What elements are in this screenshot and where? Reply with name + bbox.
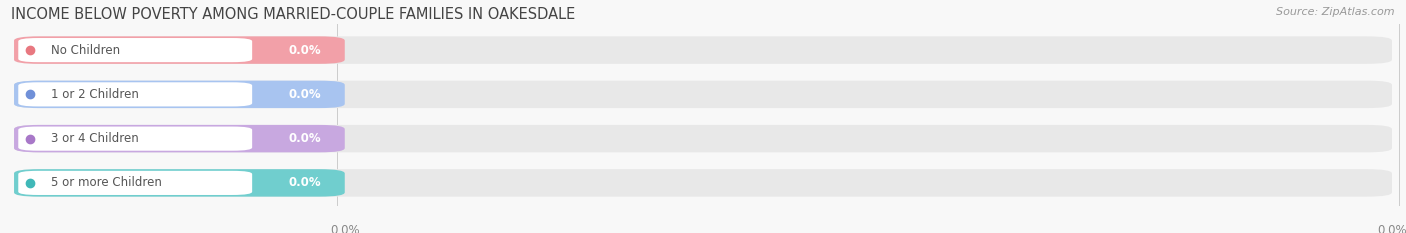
- FancyBboxPatch shape: [14, 169, 344, 197]
- FancyBboxPatch shape: [18, 127, 252, 151]
- Text: 0.0%: 0.0%: [288, 132, 322, 145]
- Text: INCOME BELOW POVERTY AMONG MARRIED-COUPLE FAMILIES IN OAKESDALE: INCOME BELOW POVERTY AMONG MARRIED-COUPL…: [11, 7, 575, 22]
- Text: 0.0%: 0.0%: [288, 88, 322, 101]
- FancyBboxPatch shape: [14, 36, 1392, 64]
- FancyBboxPatch shape: [14, 36, 344, 64]
- Text: 3 or 4 Children: 3 or 4 Children: [51, 132, 138, 145]
- FancyBboxPatch shape: [14, 125, 1392, 152]
- Text: 0.0%: 0.0%: [288, 44, 322, 57]
- FancyBboxPatch shape: [14, 81, 344, 108]
- Text: 0.0%: 0.0%: [330, 224, 360, 233]
- Text: 1 or 2 Children: 1 or 2 Children: [51, 88, 139, 101]
- Text: 0.0%: 0.0%: [288, 176, 322, 189]
- FancyBboxPatch shape: [14, 169, 1392, 197]
- FancyBboxPatch shape: [18, 171, 252, 195]
- FancyBboxPatch shape: [14, 81, 1392, 108]
- Text: 5 or more Children: 5 or more Children: [51, 176, 162, 189]
- Text: No Children: No Children: [51, 44, 120, 57]
- FancyBboxPatch shape: [18, 82, 252, 106]
- FancyBboxPatch shape: [18, 38, 252, 62]
- FancyBboxPatch shape: [14, 125, 344, 152]
- Text: Source: ZipAtlas.com: Source: ZipAtlas.com: [1277, 7, 1395, 17]
- Text: 0.0%: 0.0%: [1376, 224, 1406, 233]
